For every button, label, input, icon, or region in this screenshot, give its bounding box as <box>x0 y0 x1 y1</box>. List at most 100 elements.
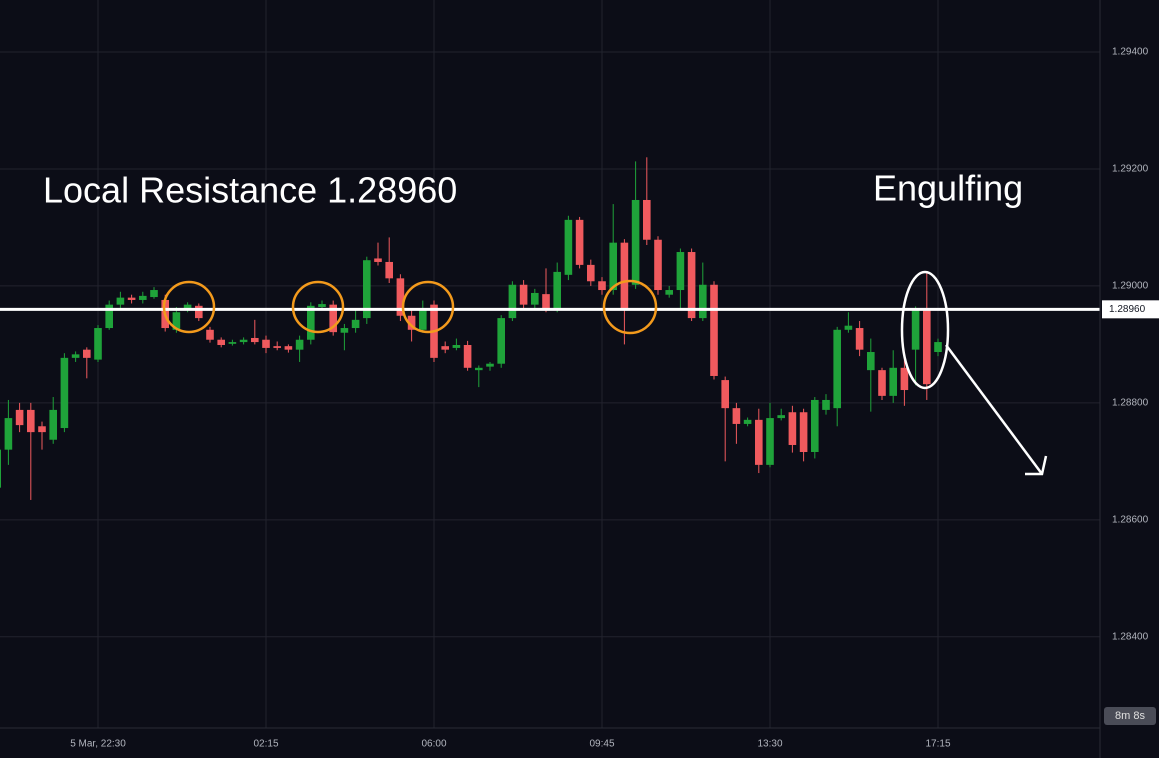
candle-body <box>923 309 931 385</box>
candle-body <box>519 284 528 305</box>
candle-body <box>620 242 629 310</box>
candle-body <box>340 328 349 333</box>
candle-body <box>889 367 897 396</box>
touch-circle <box>401 280 455 334</box>
plot <box>0 157 1100 500</box>
y-tick-label: 1.29000 <box>1112 281 1149 292</box>
x-tick-label: 5 Mar, 22:30 <box>70 739 126 750</box>
annotation: Local Resistance 1.28960 <box>43 170 457 211</box>
candle-body <box>4 418 13 450</box>
candle-body <box>553 271 561 309</box>
candle-body <box>531 292 539 305</box>
candle-body <box>363 260 371 319</box>
candle-body <box>508 284 517 319</box>
candle-body <box>419 308 427 330</box>
engulfing-ellipse <box>900 270 950 390</box>
candle-body <box>598 281 606 291</box>
candle-body <box>855 328 864 350</box>
y-tick-label: 1.29200 <box>1112 164 1149 175</box>
candle-body <box>676 252 685 291</box>
countdown-box <box>1104 707 1156 725</box>
candle-body <box>766 418 774 465</box>
candle-body <box>911 309 920 350</box>
candle-body <box>38 426 46 433</box>
y-tick-label: 1.28600 <box>1112 514 1149 525</box>
candle-body <box>799 412 808 453</box>
candle-body <box>0 449 1 488</box>
candle-body <box>497 318 505 364</box>
candle-body <box>463 344 472 368</box>
candle-body <box>867 352 875 371</box>
candle-body <box>329 304 337 333</box>
annotation: Engulfing <box>873 168 1023 209</box>
candle-body <box>150 290 158 298</box>
candle-body <box>587 264 595 282</box>
candle-body <box>60 357 69 429</box>
candle-body <box>27 409 35 433</box>
candle-body <box>575 219 584 265</box>
candle-body <box>307 305 315 340</box>
candle-body <box>217 339 225 345</box>
candle-body <box>172 312 181 330</box>
x-tick-label: 17:15 <box>925 739 950 750</box>
candle-body <box>878 370 886 396</box>
arrow-head <box>1025 455 1048 476</box>
candle-body <box>49 409 57 440</box>
candle-body <box>374 258 382 262</box>
resistance-label: 1.28960 <box>1109 304 1146 315</box>
candle-body <box>105 304 113 329</box>
y-tick-label: 1.28800 <box>1112 398 1149 409</box>
candle-body <box>788 412 797 445</box>
touch-circles <box>162 279 658 335</box>
candle-body <box>486 363 494 367</box>
candle-body <box>15 409 24 426</box>
candle-body <box>407 315 416 330</box>
candle-body <box>710 284 718 376</box>
candle-body <box>609 242 617 291</box>
candle-body <box>83 349 91 358</box>
candle-body <box>273 346 281 348</box>
candle-body <box>284 346 293 350</box>
resistance-label-box <box>1102 300 1159 319</box>
candle-body <box>833 329 841 409</box>
candle-body <box>116 297 125 305</box>
candle-body <box>934 342 942 353</box>
y-tick-label: 1.28400 <box>1112 631 1149 642</box>
candle-body <box>71 354 80 358</box>
candle-body <box>643 199 651 240</box>
touch-circle <box>162 280 216 334</box>
axis: 1.28400 1.28600 1.28800 1.29000 1.29200 1.294… <box>70 47 1159 750</box>
touch-circle <box>602 279 658 335</box>
candle-body <box>755 419 763 465</box>
candle-body <box>721 380 729 409</box>
candle-body <box>239 339 248 343</box>
candle-body <box>295 339 304 350</box>
candle-body <box>441 346 449 350</box>
candle-body <box>844 325 853 330</box>
candle-body <box>452 344 461 348</box>
arrow-shaft <box>944 344 1044 475</box>
arrow <box>944 344 1048 476</box>
candle-body <box>351 319 360 329</box>
candle-body <box>699 284 707 319</box>
candle-body <box>183 304 192 309</box>
candle-body <box>542 294 550 309</box>
grid <box>0 0 1100 728</box>
candle-body <box>195 305 203 319</box>
candle-body <box>139 295 147 300</box>
candle-body <box>665 290 673 295</box>
y-tick-label: 1.29400 <box>1112 47 1149 58</box>
candle-body <box>262 339 270 348</box>
candle-body <box>654 239 662 291</box>
candle-body <box>743 419 752 424</box>
touch-circle <box>291 280 345 334</box>
candle-body <box>822 399 830 410</box>
candle-body <box>94 328 102 360</box>
candle-body <box>732 408 741 424</box>
candle-body <box>777 415 785 419</box>
candle-body <box>687 252 696 319</box>
x-tick-label: 09:45 <box>589 739 614 750</box>
